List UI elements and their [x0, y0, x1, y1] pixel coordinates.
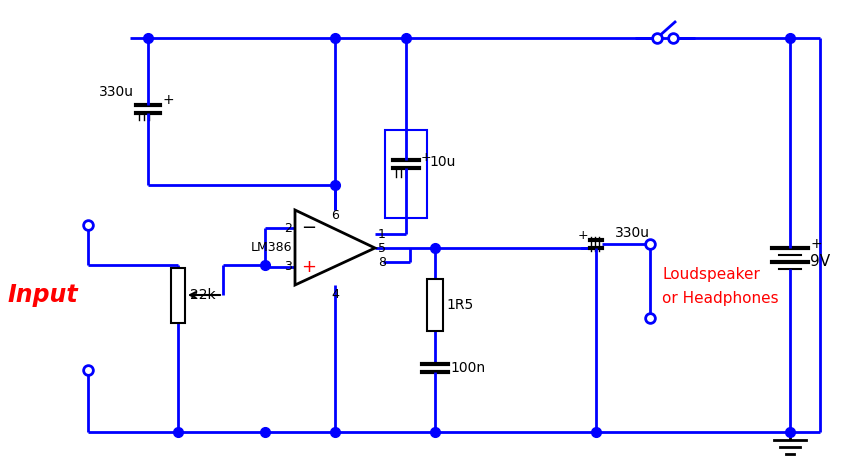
Text: 100n: 100n — [450, 361, 485, 375]
Text: 1: 1 — [378, 227, 386, 241]
Text: 330u: 330u — [99, 85, 134, 99]
Text: +: + — [162, 93, 174, 107]
Text: +: + — [421, 151, 431, 164]
Text: 3: 3 — [284, 260, 292, 273]
Bar — [427, 279, 443, 331]
Text: LM386: LM386 — [250, 241, 292, 254]
Text: −: − — [301, 219, 316, 237]
Text: 9V: 9V — [810, 255, 830, 270]
Text: 6: 6 — [331, 209, 339, 221]
Bar — [385, 130, 427, 218]
Text: Loudspeaker: Loudspeaker — [662, 267, 760, 282]
Text: 1R5: 1R5 — [446, 298, 473, 312]
Text: 10u: 10u — [429, 155, 455, 169]
Text: or Headphones: or Headphones — [662, 290, 779, 305]
Text: 22k: 22k — [190, 288, 215, 302]
Bar — [171, 268, 185, 323]
Text: 330u: 330u — [615, 226, 650, 240]
Text: 8: 8 — [378, 256, 386, 268]
Text: 4: 4 — [331, 288, 339, 302]
Text: Input: Input — [8, 283, 78, 307]
Text: 5: 5 — [378, 242, 386, 255]
Text: +: + — [301, 258, 316, 276]
Text: +: + — [577, 228, 588, 242]
Text: +: + — [810, 237, 821, 251]
Text: 2: 2 — [284, 221, 292, 234]
